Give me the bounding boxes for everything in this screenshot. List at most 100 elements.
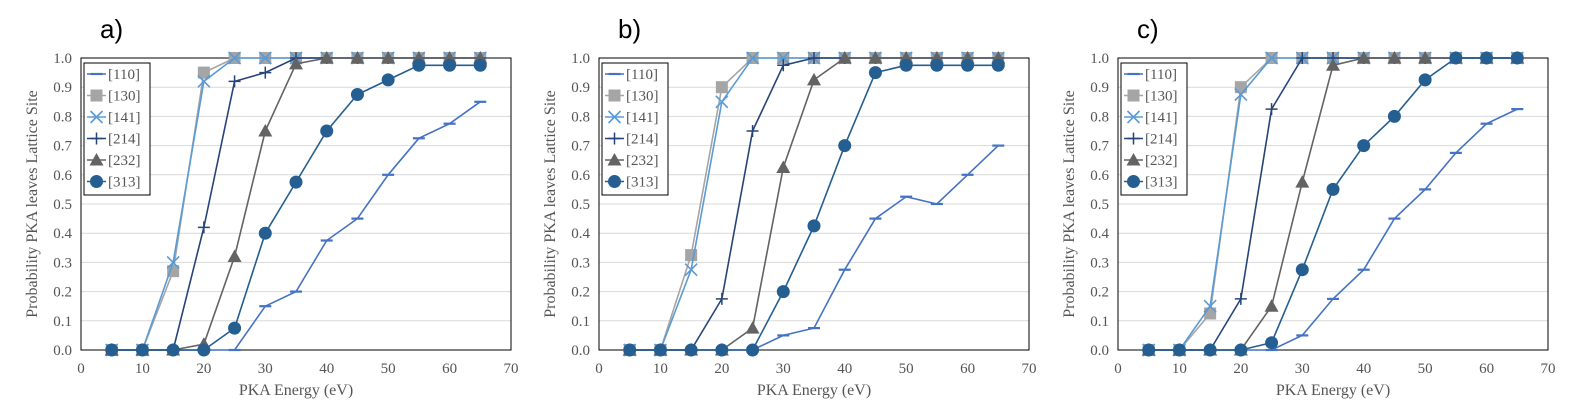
y-tick-label: 0.0 bbox=[1090, 343, 1109, 359]
data-point bbox=[1357, 139, 1371, 153]
legend-label: [110] bbox=[626, 67, 658, 83]
x-tick-label: 40 bbox=[319, 361, 334, 377]
y-tick-label: 0.1 bbox=[1090, 314, 1109, 330]
series-line bbox=[629, 145, 999, 351]
x-tick-label: 40 bbox=[837, 361, 852, 377]
data-point bbox=[930, 58, 944, 72]
legend-label: [214] bbox=[626, 132, 659, 148]
data-point bbox=[1387, 109, 1401, 123]
x-tick-label: 10 bbox=[135, 361, 150, 377]
series-line bbox=[111, 101, 481, 351]
legend-item: [141] bbox=[87, 110, 141, 126]
y-tick-label: 0.5 bbox=[1090, 197, 1109, 213]
legend-marker bbox=[89, 110, 104, 124]
data-point bbox=[1265, 336, 1279, 350]
data-point bbox=[1387, 51, 1402, 64]
data-point bbox=[166, 255, 180, 269]
data-point bbox=[684, 343, 698, 357]
x-tick-label: 0 bbox=[595, 361, 603, 377]
legend-item: [214] bbox=[1124, 132, 1178, 148]
y-tick-label: 0.6 bbox=[571, 168, 590, 184]
data-point bbox=[1510, 51, 1524, 65]
y-tick-label: 1.0 bbox=[571, 51, 590, 67]
legend-item: [313] bbox=[87, 175, 141, 191]
series-110 bbox=[105, 100, 487, 352]
data-point bbox=[350, 51, 365, 64]
x-tick-label: 60 bbox=[1479, 361, 1494, 377]
data-point bbox=[197, 74, 211, 88]
legend-item: [110] bbox=[87, 67, 140, 83]
data-point bbox=[473, 58, 487, 72]
x-tick-label: 70 bbox=[1541, 361, 1556, 377]
y-tick-label: 0.8 bbox=[53, 109, 72, 125]
data-point bbox=[1418, 73, 1432, 87]
x-tick-label: 60 bbox=[442, 361, 457, 377]
data-point bbox=[1142, 343, 1156, 357]
y-tick-label: 0.8 bbox=[1090, 109, 1109, 125]
data-point bbox=[899, 58, 913, 72]
data-point bbox=[776, 160, 791, 173]
x-tick-label: 0 bbox=[77, 361, 85, 377]
series-110 bbox=[623, 144, 1005, 352]
data-point bbox=[259, 66, 272, 79]
legend-label: [313] bbox=[1145, 175, 1178, 191]
data-point bbox=[289, 56, 303, 70]
legend-label: [232] bbox=[1145, 153, 1178, 169]
y-tick-label: 0.8 bbox=[571, 109, 590, 125]
y-tick-label: 0.9 bbox=[53, 80, 72, 96]
data-point bbox=[197, 66, 210, 79]
data-point bbox=[1295, 175, 1310, 188]
legend-marker bbox=[1127, 132, 1140, 145]
y-tick-label: 0.3 bbox=[53, 255, 72, 271]
data-point bbox=[1356, 51, 1371, 64]
x-tick-label: 30 bbox=[258, 361, 273, 377]
y-tick-label: 0.7 bbox=[1090, 139, 1109, 155]
legend-item: [130] bbox=[1124, 89, 1178, 105]
y-tick-label: 0.0 bbox=[571, 343, 590, 359]
legend-marker bbox=[90, 132, 103, 145]
legend-marker bbox=[90, 89, 103, 102]
data-point bbox=[746, 51, 760, 65]
data-point bbox=[135, 343, 149, 357]
y-tick-label: 0.5 bbox=[571, 197, 590, 213]
x-tick-label: 30 bbox=[776, 361, 791, 377]
data-point bbox=[715, 343, 729, 357]
data-point bbox=[443, 58, 457, 72]
y-tick-label: 1.0 bbox=[53, 51, 72, 67]
x-tick-label: 30 bbox=[1295, 361, 1310, 377]
panel-label: b) bbox=[618, 14, 641, 44]
legend-marker bbox=[608, 132, 621, 145]
data-point bbox=[808, 52, 820, 64]
data-point bbox=[319, 51, 334, 64]
legend-marker bbox=[608, 175, 621, 188]
series-232 bbox=[622, 51, 1006, 356]
data-point bbox=[166, 343, 180, 357]
legend-label: [313] bbox=[108, 175, 141, 191]
chart-panel-2: b) 0.0 0.1 0.2 0.3 0.4 0.5 0.6 0.7 0.8 0.9 1.0 0 10 20… bbox=[542, 14, 1037, 399]
data-point bbox=[228, 321, 242, 335]
data-point bbox=[961, 58, 975, 72]
x-tick-label: 60 bbox=[960, 361, 975, 377]
data-point bbox=[838, 139, 852, 153]
data-point bbox=[1418, 51, 1433, 64]
y-tick-label: 1.0 bbox=[1090, 51, 1109, 67]
legend-marker bbox=[1127, 175, 1140, 188]
data-point bbox=[777, 59, 790, 72]
legend-label: [214] bbox=[1145, 132, 1178, 148]
y-tick-label: 0.2 bbox=[1090, 285, 1109, 301]
x-tick-label: 50 bbox=[1418, 361, 1433, 377]
y-tick-label: 0.6 bbox=[1090, 168, 1109, 184]
data-point bbox=[227, 249, 242, 263]
data-point bbox=[1234, 292, 1247, 305]
legend-label: [313] bbox=[626, 175, 659, 191]
data-point bbox=[381, 51, 396, 64]
data-point bbox=[623, 343, 637, 357]
data-point bbox=[412, 58, 426, 72]
legend-box bbox=[1120, 62, 1188, 196]
data-point bbox=[1203, 299, 1217, 313]
data-point bbox=[258, 51, 272, 65]
x-tick-label: 10 bbox=[1172, 361, 1187, 377]
data-point bbox=[807, 219, 821, 233]
data-point bbox=[258, 124, 273, 137]
